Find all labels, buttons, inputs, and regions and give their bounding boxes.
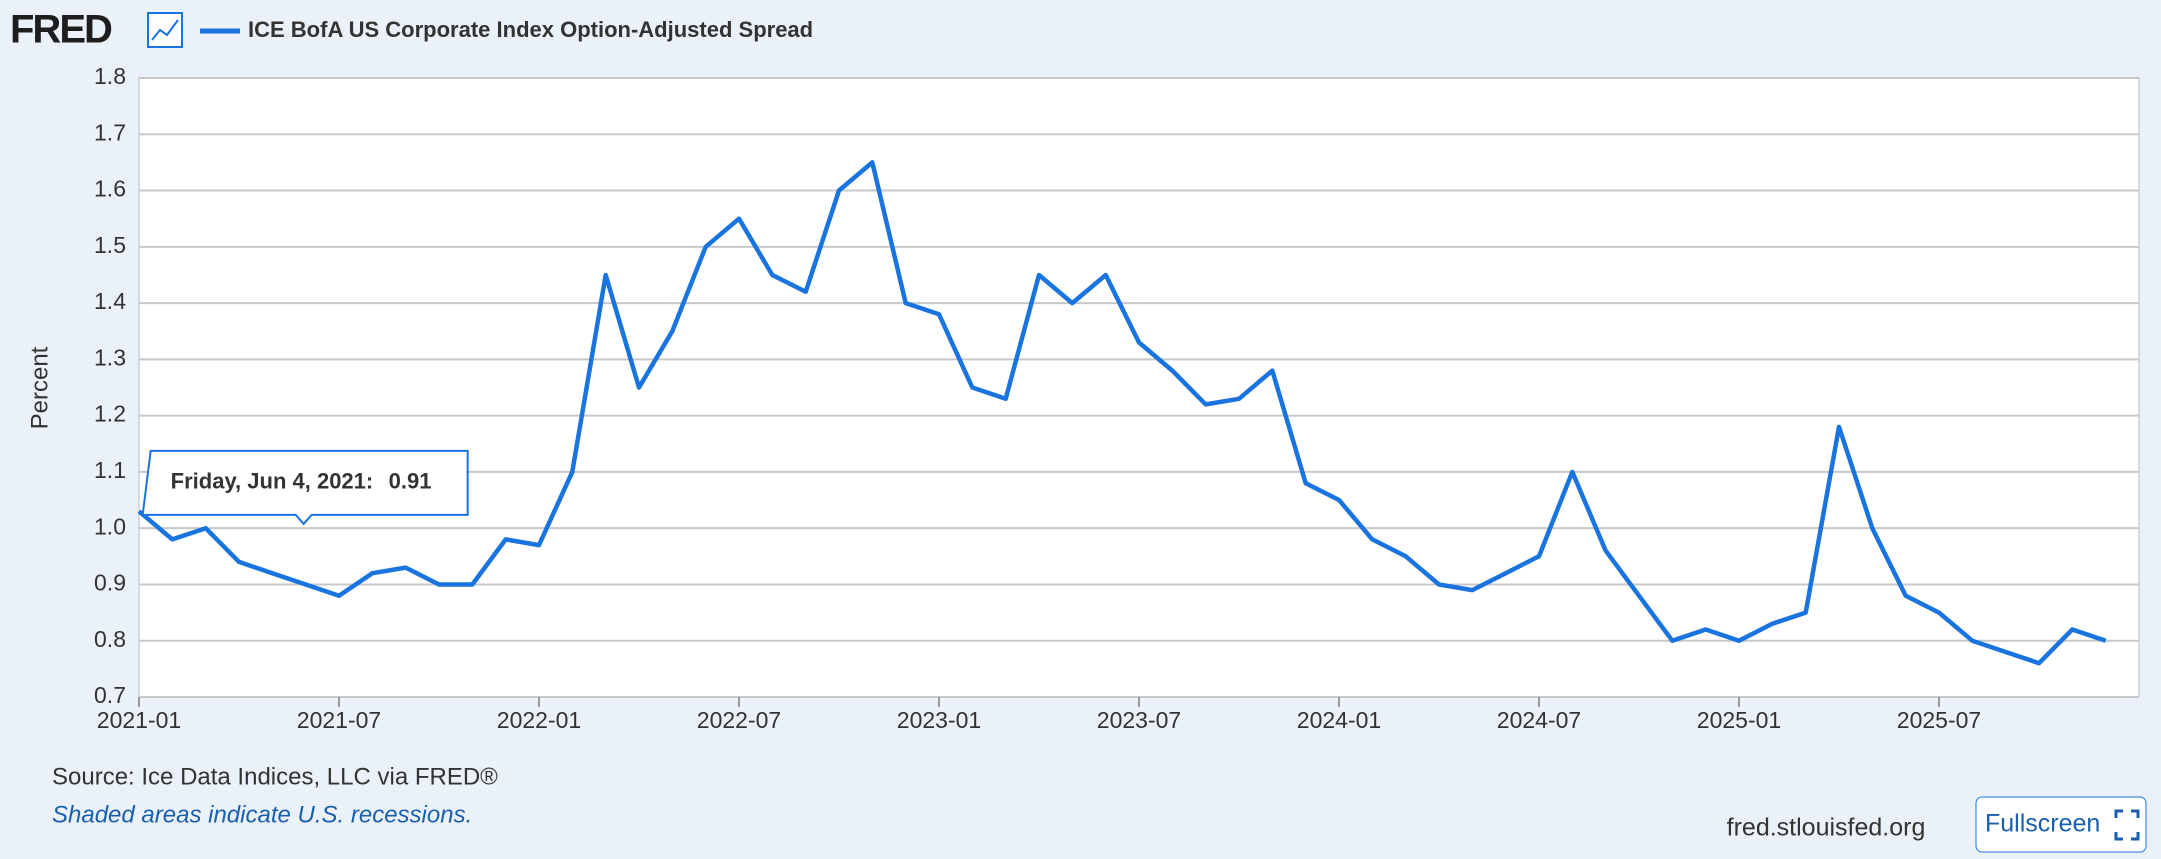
x-tick-label: 2021-01 — [97, 707, 181, 733]
x-tick-label: 2025-07 — [1897, 707, 1981, 733]
y-tick-label: 1.2 — [94, 401, 126, 427]
footer-url[interactable]: fred.stlouisfed.org — [1727, 814, 1926, 842]
x-tick-label: 2023-07 — [1097, 707, 1181, 733]
y-tick-label: 1.1 — [94, 457, 126, 483]
y-tick-label: 1.3 — [94, 344, 126, 370]
plot-area — [138, 77, 2140, 698]
legend-label: ICE BofA US Corporate Index Option-Adjus… — [248, 17, 813, 42]
fullscreen-button[interactable] — [1975, 796, 2147, 853]
tooltip-value: 0.91 — [389, 469, 432, 494]
note: Shaded areas indicate U.S. recessions. — [52, 801, 472, 828]
y-tick-label: 0.8 — [94, 626, 126, 652]
x-tick-label: 2021-07 — [297, 707, 381, 733]
y-tick-label: 1.6 — [94, 176, 126, 202]
y-tick-label: 1.7 — [94, 119, 126, 145]
x-tick-label: 2023-01 — [897, 707, 981, 733]
tooltip-box — [141, 449, 469, 526]
x-tick-label: 2022-07 — [697, 707, 781, 733]
fullscreen-label[interactable]: Fullscreen — [1985, 810, 2100, 838]
y-tick-label: 1.4 — [94, 288, 126, 314]
y-tick-label: 1.0 — [94, 513, 126, 539]
x-tick-label: 2024-01 — [1297, 707, 1381, 733]
x-tick-label: 2025-01 — [1697, 707, 1781, 733]
y-tick-label: 1.5 — [94, 232, 126, 258]
x-tick-label: 2024-07 — [1497, 707, 1581, 733]
fullscreen-icon[interactable] — [2114, 809, 2140, 841]
source: Source: Ice Data Indices, LLC via FRED® — [52, 763, 498, 790]
series-line — [137, 160, 2107, 666]
y-tick-label: 1.8 — [94, 63, 126, 89]
tooltip-date: Friday, Jun 4, 2021: — [171, 469, 374, 494]
logo-icon — [147, 12, 183, 48]
y-tick-label: 0.7 — [94, 682, 126, 708]
x-tick-label: 2022-01 — [497, 707, 581, 733]
logo[interactable]: FRED — [10, 8, 114, 52]
y-axis-label: Percent — [26, 346, 53, 429]
y-tick-label: 0.9 — [94, 570, 126, 596]
